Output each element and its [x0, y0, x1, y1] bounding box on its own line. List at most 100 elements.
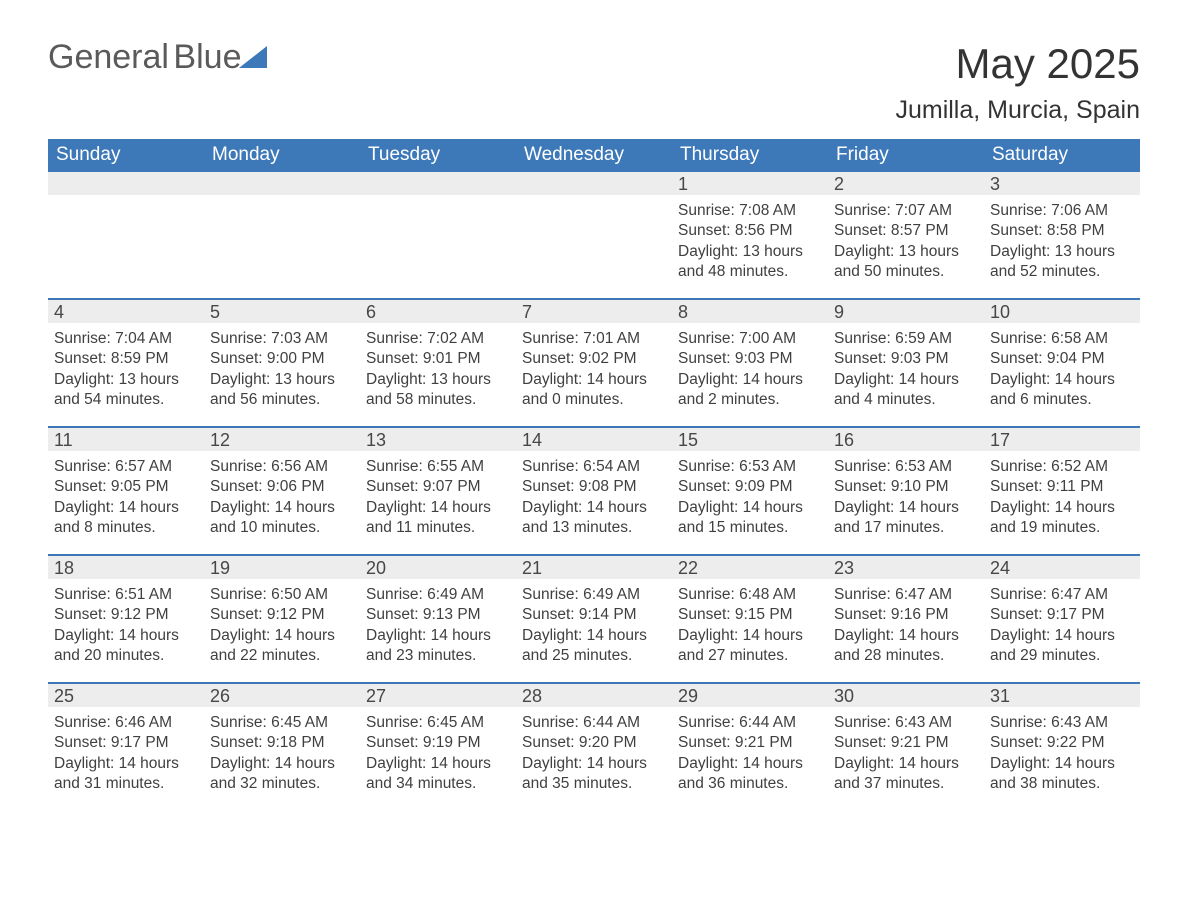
sunrise-line: Sunrise: 6:52 AM — [990, 457, 1134, 477]
day-body: Sunrise: 6:46 AMSunset: 9:17 PMDaylight:… — [48, 707, 204, 797]
day-cell: 1Sunrise: 7:08 AMSunset: 8:56 PMDaylight… — [672, 172, 828, 298]
day-cell: 19Sunrise: 6:50 AMSunset: 9:12 PMDayligh… — [204, 556, 360, 682]
day-body: Sunrise: 6:44 AMSunset: 9:20 PMDaylight:… — [516, 707, 672, 797]
daylight-line: Daylight: 14 hours and 20 minutes. — [54, 626, 198, 667]
day-number: 22 — [672, 556, 828, 579]
day-number: 1 — [672, 172, 828, 195]
day-body: Sunrise: 6:43 AMSunset: 9:21 PMDaylight:… — [828, 707, 984, 797]
sunrise-line: Sunrise: 6:55 AM — [366, 457, 510, 477]
title-block: May 2025 Jumilla, Murcia, Spain — [895, 40, 1140, 125]
day-body: Sunrise: 6:49 AMSunset: 9:14 PMDaylight:… — [516, 579, 672, 669]
day-number: 21 — [516, 556, 672, 579]
day-number: 16 — [828, 428, 984, 451]
sunset-line: Sunset: 9:22 PM — [990, 733, 1134, 753]
daylight-line: Daylight: 14 hours and 28 minutes. — [834, 626, 978, 667]
sunrise-line: Sunrise: 6:44 AM — [522, 713, 666, 733]
brand-part2: Blue — [173, 38, 241, 76]
sunrise-line: Sunrise: 6:50 AM — [210, 585, 354, 605]
day-body: Sunrise: 6:53 AMSunset: 9:09 PMDaylight:… — [672, 451, 828, 541]
day-number: 27 — [360, 684, 516, 707]
day-cell: 28Sunrise: 6:44 AMSunset: 9:20 PMDayligh… — [516, 684, 672, 810]
day-cell: 30Sunrise: 6:43 AMSunset: 9:21 PMDayligh… — [828, 684, 984, 810]
sunset-line: Sunset: 9:08 PM — [522, 477, 666, 497]
sunset-line: Sunset: 9:19 PM — [366, 733, 510, 753]
sunset-line: Sunset: 8:57 PM — [834, 221, 978, 241]
day-body: Sunrise: 6:59 AMSunset: 9:03 PMDaylight:… — [828, 323, 984, 413]
daylight-line: Daylight: 14 hours and 4 minutes. — [834, 370, 978, 411]
day-number — [516, 172, 672, 195]
day-number: 7 — [516, 300, 672, 323]
sunset-line: Sunset: 9:16 PM — [834, 605, 978, 625]
day-body: Sunrise: 6:54 AMSunset: 9:08 PMDaylight:… — [516, 451, 672, 541]
daylight-line: Daylight: 14 hours and 17 minutes. — [834, 498, 978, 539]
sunset-line: Sunset: 9:05 PM — [54, 477, 198, 497]
dow-cell: Saturday — [984, 139, 1140, 172]
daylight-line: Daylight: 14 hours and 6 minutes. — [990, 370, 1134, 411]
daylight-line: Daylight: 13 hours and 48 minutes. — [678, 242, 822, 283]
day-cell: 22Sunrise: 6:48 AMSunset: 9:15 PMDayligh… — [672, 556, 828, 682]
sunrise-line: Sunrise: 6:51 AM — [54, 585, 198, 605]
sunrise-line: Sunrise: 7:08 AM — [678, 201, 822, 221]
day-body: Sunrise: 7:08 AMSunset: 8:56 PMDaylight:… — [672, 195, 828, 285]
sunrise-line: Sunrise: 7:07 AM — [834, 201, 978, 221]
day-number: 6 — [360, 300, 516, 323]
day-cell: 17Sunrise: 6:52 AMSunset: 9:11 PMDayligh… — [984, 428, 1140, 554]
day-cell: 15Sunrise: 6:53 AMSunset: 9:09 PMDayligh… — [672, 428, 828, 554]
day-body: Sunrise: 6:51 AMSunset: 9:12 PMDaylight:… — [48, 579, 204, 669]
sunrise-line: Sunrise: 6:43 AM — [990, 713, 1134, 733]
day-cell: 12Sunrise: 6:56 AMSunset: 9:06 PMDayligh… — [204, 428, 360, 554]
day-number: 11 — [48, 428, 204, 451]
month-title: May 2025 — [895, 40, 1140, 88]
weeks-container: 1Sunrise: 7:08 AMSunset: 8:56 PMDaylight… — [48, 172, 1140, 810]
day-cell: 9Sunrise: 6:59 AMSunset: 9:03 PMDaylight… — [828, 300, 984, 426]
sunset-line: Sunset: 9:11 PM — [990, 477, 1134, 497]
sunrise-line: Sunrise: 6:44 AM — [678, 713, 822, 733]
sunrise-line: Sunrise: 6:49 AM — [366, 585, 510, 605]
sunset-line: Sunset: 9:06 PM — [210, 477, 354, 497]
sunset-line: Sunset: 9:12 PM — [210, 605, 354, 625]
sunrise-line: Sunrise: 6:47 AM — [990, 585, 1134, 605]
day-body: Sunrise: 7:00 AMSunset: 9:03 PMDaylight:… — [672, 323, 828, 413]
sunset-line: Sunset: 9:03 PM — [678, 349, 822, 369]
daylight-line: Daylight: 14 hours and 15 minutes. — [678, 498, 822, 539]
sunrise-line: Sunrise: 6:54 AM — [522, 457, 666, 477]
day-number: 17 — [984, 428, 1140, 451]
sunrise-line: Sunrise: 6:58 AM — [990, 329, 1134, 349]
week-row: 25Sunrise: 6:46 AMSunset: 9:17 PMDayligh… — [48, 682, 1140, 810]
calendar: SundayMondayTuesdayWednesdayThursdayFrid… — [48, 139, 1140, 810]
sunrise-line: Sunrise: 6:46 AM — [54, 713, 198, 733]
sunrise-line: Sunrise: 6:45 AM — [366, 713, 510, 733]
sunset-line: Sunset: 9:15 PM — [678, 605, 822, 625]
location-subtitle: Jumilla, Murcia, Spain — [895, 96, 1140, 125]
day-body: Sunrise: 6:52 AMSunset: 9:11 PMDaylight:… — [984, 451, 1140, 541]
day-body: Sunrise: 6:53 AMSunset: 9:10 PMDaylight:… — [828, 451, 984, 541]
day-cell: 7Sunrise: 7:01 AMSunset: 9:02 PMDaylight… — [516, 300, 672, 426]
day-cell: 31Sunrise: 6:43 AMSunset: 9:22 PMDayligh… — [984, 684, 1140, 810]
daylight-line: Daylight: 14 hours and 11 minutes. — [366, 498, 510, 539]
day-body: Sunrise: 6:49 AMSunset: 9:13 PMDaylight:… — [360, 579, 516, 669]
day-cell: 27Sunrise: 6:45 AMSunset: 9:19 PMDayligh… — [360, 684, 516, 810]
day-number: 24 — [984, 556, 1140, 579]
sunrise-line: Sunrise: 7:02 AM — [366, 329, 510, 349]
day-number: 26 — [204, 684, 360, 707]
day-cell: 11Sunrise: 6:57 AMSunset: 9:05 PMDayligh… — [48, 428, 204, 554]
header: General Blue May 2025 Jumilla, Murcia, S… — [48, 40, 1140, 125]
day-number — [204, 172, 360, 195]
day-cell: 20Sunrise: 6:49 AMSunset: 9:13 PMDayligh… — [360, 556, 516, 682]
sunset-line: Sunset: 9:04 PM — [990, 349, 1134, 369]
day-cell: 23Sunrise: 6:47 AMSunset: 9:16 PMDayligh… — [828, 556, 984, 682]
day-number: 29 — [672, 684, 828, 707]
sunrise-line: Sunrise: 7:06 AM — [990, 201, 1134, 221]
daylight-line: Daylight: 14 hours and 2 minutes. — [678, 370, 822, 411]
day-cell: 13Sunrise: 6:55 AMSunset: 9:07 PMDayligh… — [360, 428, 516, 554]
day-number: 9 — [828, 300, 984, 323]
daylight-line: Daylight: 14 hours and 13 minutes. — [522, 498, 666, 539]
day-number: 15 — [672, 428, 828, 451]
dow-cell: Thursday — [672, 139, 828, 172]
day-number: 10 — [984, 300, 1140, 323]
day-number: 18 — [48, 556, 204, 579]
sunrise-line: Sunrise: 6:57 AM — [54, 457, 198, 477]
week-row: 11 Sunrise: 6:57 AMSunset: 9:05 PM Dayligh… — [48, 426, 1140, 554]
day-body: Sunrise: 6:56 AMSunset: 9:06 PMDaylight:… — [204, 451, 360, 541]
day-cell — [48, 172, 204, 298]
